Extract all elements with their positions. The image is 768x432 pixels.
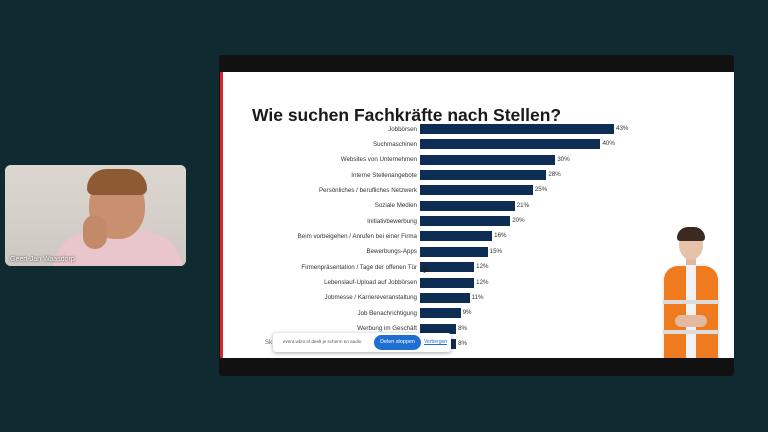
bar-category-label: Job Benachrichtigung <box>357 309 417 317</box>
bar-value-label: 40% <box>602 140 615 148</box>
bar-category-label: Initiativbewerbung <box>367 217 417 225</box>
chart-bar <box>420 323 457 334</box>
chart-bar <box>420 200 515 211</box>
presentation-slide: Wie suchen Fachkräfte nach Stellen? Jobb… <box>220 72 734 358</box>
chart-bar <box>420 262 475 273</box>
bar-category-label: Bewerbungs-Apps <box>366 248 417 256</box>
bar-value-label: 28% <box>548 171 561 179</box>
bar-value-label: 12% <box>476 278 489 286</box>
chart-bar <box>420 216 511 227</box>
vest-stripe <box>663 330 719 334</box>
chart-bar <box>420 139 601 150</box>
slide-title: Wie suchen Fachkräfte nach Stellen? <box>252 105 562 125</box>
bar-value-label: 15% <box>489 247 503 255</box>
bar-category-label: Jobmesse / Karriereveranstaltung <box>324 294 417 302</box>
interpreter-vest-left <box>664 266 686 358</box>
participant-hair <box>87 169 147 195</box>
bar-value-label: 9% <box>462 309 472 317</box>
share-status-text: event.wbnr.nl deelt je scherm en audio <box>283 339 362 344</box>
bar-chart: Jobbörsen 43% Suchmaschinen 40% Websites von… <box>220 72 734 358</box>
interpreter-neck <box>686 257 696 265</box>
hide-share-bar-link[interactable]: Verbergen <box>424 339 448 345</box>
participant-hand <box>83 215 107 249</box>
chart-bar <box>420 170 547 181</box>
bar-value-label: 20% <box>512 217 525 225</box>
participant-video[interactable]: Geert-Jan Waasdorp <box>5 165 186 266</box>
interpreter-vest-right <box>696 266 718 358</box>
bar-category-label: Persönliches / berufliches Netzwerk <box>318 186 417 194</box>
bar-category-label: Firmenpräsentation / Tage der offenen Tü… <box>301 263 417 271</box>
participant-name: Geert-Jan Waasdorp <box>10 256 75 263</box>
bar-value-label: 21% <box>516 201 530 209</box>
bar-category-label: Suchmaschinen <box>372 140 417 148</box>
chart-bar <box>420 246 488 257</box>
screen-share-bar: event.wbnr.nl deelt je scherm en audio D… <box>273 333 451 352</box>
slide-footer-text: Sk <box>265 340 273 346</box>
chart-bar <box>420 292 470 303</box>
bar-value-label: 11% <box>471 293 484 301</box>
bar-value-label: 12% <box>476 263 489 271</box>
chart-bar <box>420 185 533 196</box>
chart-bar <box>420 124 614 134</box>
chart-bar <box>420 154 556 165</box>
bar-category-label: Soziale Medien <box>374 202 417 210</box>
vest-stripe <box>663 300 719 304</box>
bar-category-label: Interne Stellenangebote <box>351 171 417 179</box>
chart-bar <box>420 308 461 319</box>
bar-category-label: Beim vorbeigehen / Anrufen bei einer Fir… <box>297 232 417 240</box>
bar-category-label: Lebenslauf-Upload auf Jobbörsen <box>324 279 417 286</box>
bar-value-label: 16% <box>494 232 507 240</box>
bar-value-label: 30% <box>557 155 570 163</box>
bar-category-label: Jobbörsen <box>388 125 417 133</box>
bar-value-label: 8% <box>458 324 468 332</box>
bar-category-label: Werbung im Geschäft <box>357 325 417 333</box>
bar-value-label: 25% <box>534 186 548 194</box>
interpreter-hair <box>677 227 705 241</box>
bar-value-label: 8% <box>458 339 468 347</box>
interpreter-hands <box>675 315 707 327</box>
slide-accent-bar <box>220 72 223 358</box>
bar-category-label: Websites von Unternehmen <box>340 156 417 164</box>
chart-bar <box>420 277 475 288</box>
bar-value-label: 43% <box>616 125 629 132</box>
chart-bar <box>420 231 493 242</box>
stop-sharing-button[interactable]: Delen stoppen <box>374 335 421 350</box>
sign-language-interpreter <box>648 212 734 358</box>
